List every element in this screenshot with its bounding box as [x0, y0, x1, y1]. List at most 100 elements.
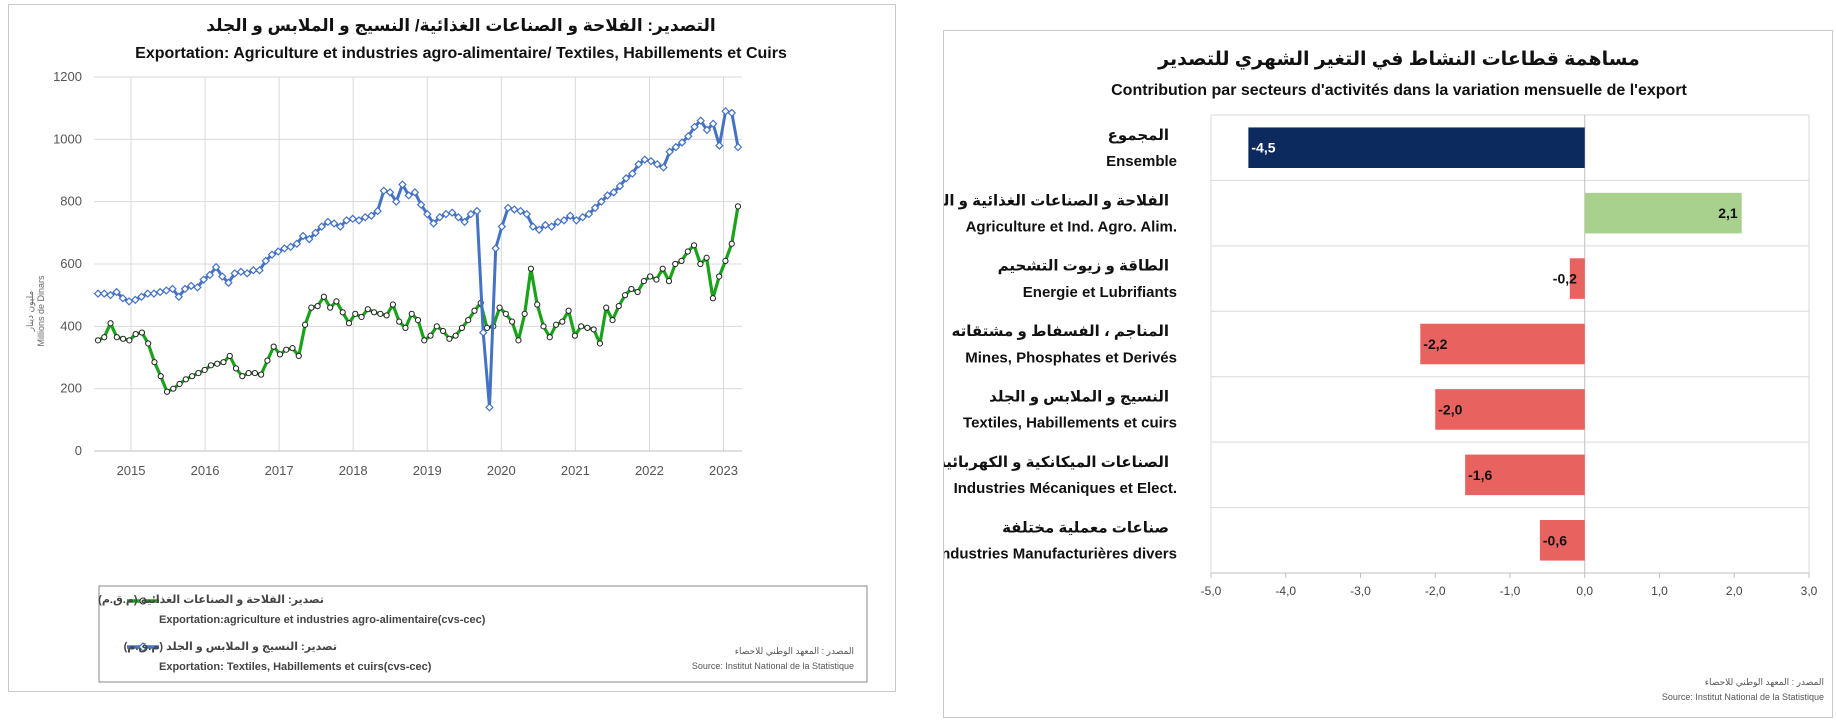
x-tick-label: 2016	[191, 463, 220, 478]
x-tick-label: -1,0	[1500, 584, 1521, 598]
data-point	[267, 250, 277, 259]
data-point	[603, 191, 612, 200]
data-point	[385, 188, 395, 197]
data-point	[427, 332, 434, 339]
data-point	[170, 385, 177, 392]
data-point	[333, 298, 340, 305]
x-tick-label: 2,0	[1726, 584, 1743, 598]
y-tick-label: 600	[60, 256, 82, 271]
line-chart-source-ar: المصدر : المعهد الوطني للاحصاء	[735, 646, 854, 656]
category-label-ar: الصناعات الميكانكية و الكهربائية	[944, 454, 1169, 471]
data-point	[429, 219, 438, 228]
line-chart-legend: تصدير: الفلاحة و الصناعات الغذائية (م.ق.…	[98, 585, 868, 683]
data-point	[283, 346, 290, 353]
legend-marker	[139, 597, 147, 605]
data-point	[163, 388, 171, 395]
category-label-fr: Mines, Phosphates et Derivés	[965, 349, 1177, 366]
data-point	[352, 310, 359, 317]
line-chart-ylabel-fr: Millions de Dinars	[36, 275, 46, 347]
category-label-ar: الفلاحة و الصناعات الغذائية و الفلاحية	[944, 192, 1169, 209]
y-tick-label: 200	[60, 381, 82, 396]
data-point	[534, 301, 541, 308]
data-point	[410, 188, 420, 197]
data-point	[195, 369, 202, 377]
data-point	[684, 131, 693, 141]
data-point	[348, 214, 358, 224]
data-point	[452, 332, 459, 339]
data-point	[621, 174, 631, 183]
bar-chart-panel: مساهمة قطاعات النشاط في التغير الشهري لل…	[895, 30, 1833, 718]
data-point	[201, 366, 208, 374]
data-point	[628, 285, 635, 293]
data-point	[317, 222, 326, 231]
data-point	[697, 260, 704, 268]
x-tick-label: 3,0	[1801, 584, 1818, 598]
data-point	[131, 295, 140, 305]
data-point	[460, 217, 469, 227]
data-point	[232, 365, 240, 372]
data-point	[471, 307, 478, 314]
data-point	[207, 362, 215, 369]
data-point	[308, 304, 315, 311]
data-point	[211, 262, 221, 272]
bar-2	[1569, 258, 1585, 299]
legend-agri-fr: Exportation:agriculture et industries ag…	[159, 614, 486, 626]
bar-chart-bars: -4,5 2,1 -0,2 -2,2 -2,0 -1,6 -0,6	[1248, 127, 1742, 561]
series-agri	[94, 203, 742, 395]
x-tick-label: 2017	[265, 463, 294, 478]
data-point	[107, 320, 114, 327]
data-point	[377, 310, 384, 317]
x-tick-label: 1,0	[1651, 584, 1668, 598]
x-tick-label: 2023	[709, 463, 738, 478]
bar-value-label: -0,6	[1543, 532, 1567, 548]
data-point	[521, 310, 528, 317]
x-tick-label: 0,0	[1576, 584, 1593, 598]
data-point	[441, 209, 451, 219]
data-point	[546, 334, 553, 341]
data-point	[423, 209, 432, 219]
data-point	[727, 108, 737, 118]
legend-textiles-ar: تصدير: النسيج و الملابس و الجلد (م.ق.م)	[124, 641, 337, 653]
data-point	[180, 284, 190, 294]
y-tick-label: 0	[75, 443, 82, 458]
data-point	[541, 220, 550, 230]
data-point	[396, 318, 403, 325]
data-point	[305, 234, 314, 244]
data-point	[218, 272, 227, 281]
data-point	[665, 147, 674, 157]
data-point	[289, 345, 296, 352]
bar-value-label: -4,5	[1251, 140, 1275, 156]
line-chart-x-ticks: 2015 2016 2017 2018 2019 2020 2021 2022 2023	[117, 463, 738, 478]
data-point	[327, 304, 334, 311]
category-label-ar: صناعات معملية مختلفة	[1002, 519, 1169, 536]
data-point	[242, 269, 252, 278]
data-point	[404, 191, 413, 200]
data-point	[690, 122, 699, 132]
data-point	[162, 286, 171, 295]
data-point	[472, 206, 482, 216]
data-point	[292, 239, 302, 248]
data-point	[446, 335, 453, 342]
data-point	[264, 357, 271, 364]
data-point	[314, 302, 321, 310]
data-point	[646, 156, 656, 166]
line-chart: التصدير: الفلاحة و الصناعات الغذائية/ ال…	[25, 16, 868, 683]
data-point	[478, 328, 488, 337]
data-point	[565, 307, 572, 314]
data-point	[721, 107, 730, 116]
category-label-fr: Agriculture et Ind. Agro. Alim.	[966, 218, 1177, 235]
bar-value-label: -2,0	[1438, 401, 1462, 417]
data-point	[214, 360, 221, 367]
data-point	[236, 267, 246, 277]
data-point	[435, 213, 444, 222]
data-point	[703, 254, 710, 261]
data-point	[255, 265, 264, 275]
bar-chart-categories: المجموع Ensemble الفلاحة و الصناعات الغذائ…	[895, 127, 1177, 563]
x-tick-label: 2015	[117, 463, 146, 478]
category-label-fr: Industries Manufacturières divers	[944, 546, 1177, 563]
data-point	[597, 197, 606, 206]
data-point	[224, 278, 233, 287]
bar-chart-title-fr: Contribution par secteurs d'activités da…	[1111, 82, 1687, 99]
data-point	[584, 209, 594, 219]
data-point	[137, 292, 146, 301]
